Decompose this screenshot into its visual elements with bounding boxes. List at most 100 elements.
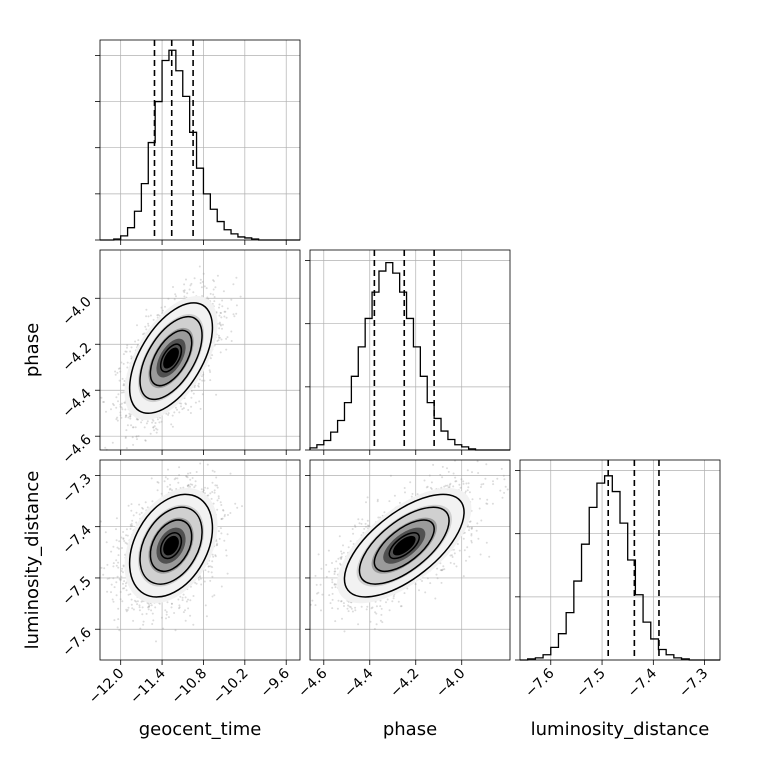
sample-point: [151, 612, 154, 615]
sample-point: [148, 604, 151, 607]
sample-point: [105, 410, 107, 413]
histogram-geocent_time: [100, 49, 300, 241]
sample-point: [113, 586, 116, 589]
sample-point: [199, 462, 202, 465]
sample-point: [199, 282, 202, 284]
sample-point: [177, 598, 180, 601]
sample-point: [174, 406, 177, 409]
sample-point: [131, 436, 134, 439]
sample-point: [125, 447, 128, 450]
sample-point: [225, 549, 228, 552]
sample-point: [147, 315, 150, 318]
sample-point: [127, 606, 130, 609]
sample-point: [129, 350, 132, 353]
sample-point: [235, 304, 238, 307]
sample-point: [190, 396, 193, 399]
panel-frame: [519, 459, 721, 661]
sample-point: [136, 418, 139, 421]
sample-point: [197, 578, 200, 581]
sample-point: [159, 416, 161, 419]
sample-point: [173, 298, 176, 301]
sample-point: [223, 315, 226, 318]
sample-point: [165, 613, 168, 616]
sample-point: [163, 480, 166, 483]
sample-point: [184, 609, 186, 612]
sample-point: [205, 615, 208, 618]
sample-point: [160, 420, 163, 423]
sample-point: [217, 334, 220, 337]
sample-point: [167, 297, 170, 300]
sample-point: [160, 616, 163, 619]
sample-point: [126, 361, 129, 364]
sample-point: [161, 309, 164, 312]
sample-point: [180, 402, 183, 405]
sample-point: [176, 477, 179, 480]
sample-point: [213, 296, 216, 298]
sample-point: [198, 400, 201, 403]
sample-point: [110, 408, 112, 411]
sample-point: [145, 328, 148, 331]
sample-point: [152, 419, 155, 422]
sample-point: [178, 606, 181, 609]
sample-point: [230, 298, 233, 301]
sample-point: [124, 435, 127, 438]
sample-point: [212, 555, 215, 558]
sample-point: [216, 499, 219, 502]
sample-point: [175, 295, 177, 298]
sample-point: [171, 414, 174, 417]
sample-point: [102, 573, 105, 576]
sample-point: [192, 291, 195, 294]
sample-point: [121, 567, 124, 570]
sample-point: [136, 603, 139, 606]
sample-point: [169, 483, 172, 486]
sample-point: [130, 598, 133, 601]
sample-point: [172, 286, 174, 288]
sample-point: [173, 411, 176, 414]
sample-point: [130, 509, 133, 512]
sample-point: [219, 323, 222, 326]
sample-point: [131, 519, 134, 522]
sample-point: [119, 405, 122, 408]
sample-point: [126, 534, 129, 537]
sample-point: [218, 537, 221, 540]
sample-point: [201, 393, 204, 396]
sample-point: [118, 629, 121, 632]
sample-point: [121, 377, 124, 380]
sample-point: [114, 370, 117, 373]
sample-point: [154, 606, 157, 609]
sample-point: [184, 619, 187, 622]
sample-point: [220, 316, 223, 319]
sample-point: [234, 502, 237, 505]
sample-point: [160, 492, 163, 495]
sample-point: [120, 536, 123, 539]
sample-point: [236, 506, 239, 509]
sample-point: [215, 544, 218, 547]
panel-geocent_time-vs-phase: [99, 249, 301, 451]
sample-point: [119, 598, 122, 601]
sample-point: [194, 401, 197, 404]
sample-point: [206, 463, 209, 466]
sample-point: [226, 307, 229, 310]
sample-point: [104, 446, 107, 449]
sample-point: [176, 408, 178, 411]
sample-point: [178, 411, 181, 414]
sample-point: [205, 287, 208, 290]
sample-point: [230, 340, 233, 342]
sample-point: [216, 274, 219, 277]
sample-point: [119, 411, 122, 414]
sample-point: [206, 487, 209, 490]
sample-point: [202, 373, 205, 376]
sample-point: [144, 325, 147, 328]
sample-point: [209, 292, 212, 295]
sample-point: [211, 481, 214, 484]
panel-frame: [309, 249, 511, 451]
sample-point: [225, 554, 228, 557]
sample-point: [226, 572, 229, 575]
sample-point: [129, 527, 132, 530]
sample-point: [235, 312, 238, 315]
sample-point: [132, 443, 135, 446]
sample-point: [187, 607, 190, 610]
sample-point: [213, 470, 216, 473]
sample-point: [164, 305, 166, 308]
sample-point: [151, 623, 154, 625]
